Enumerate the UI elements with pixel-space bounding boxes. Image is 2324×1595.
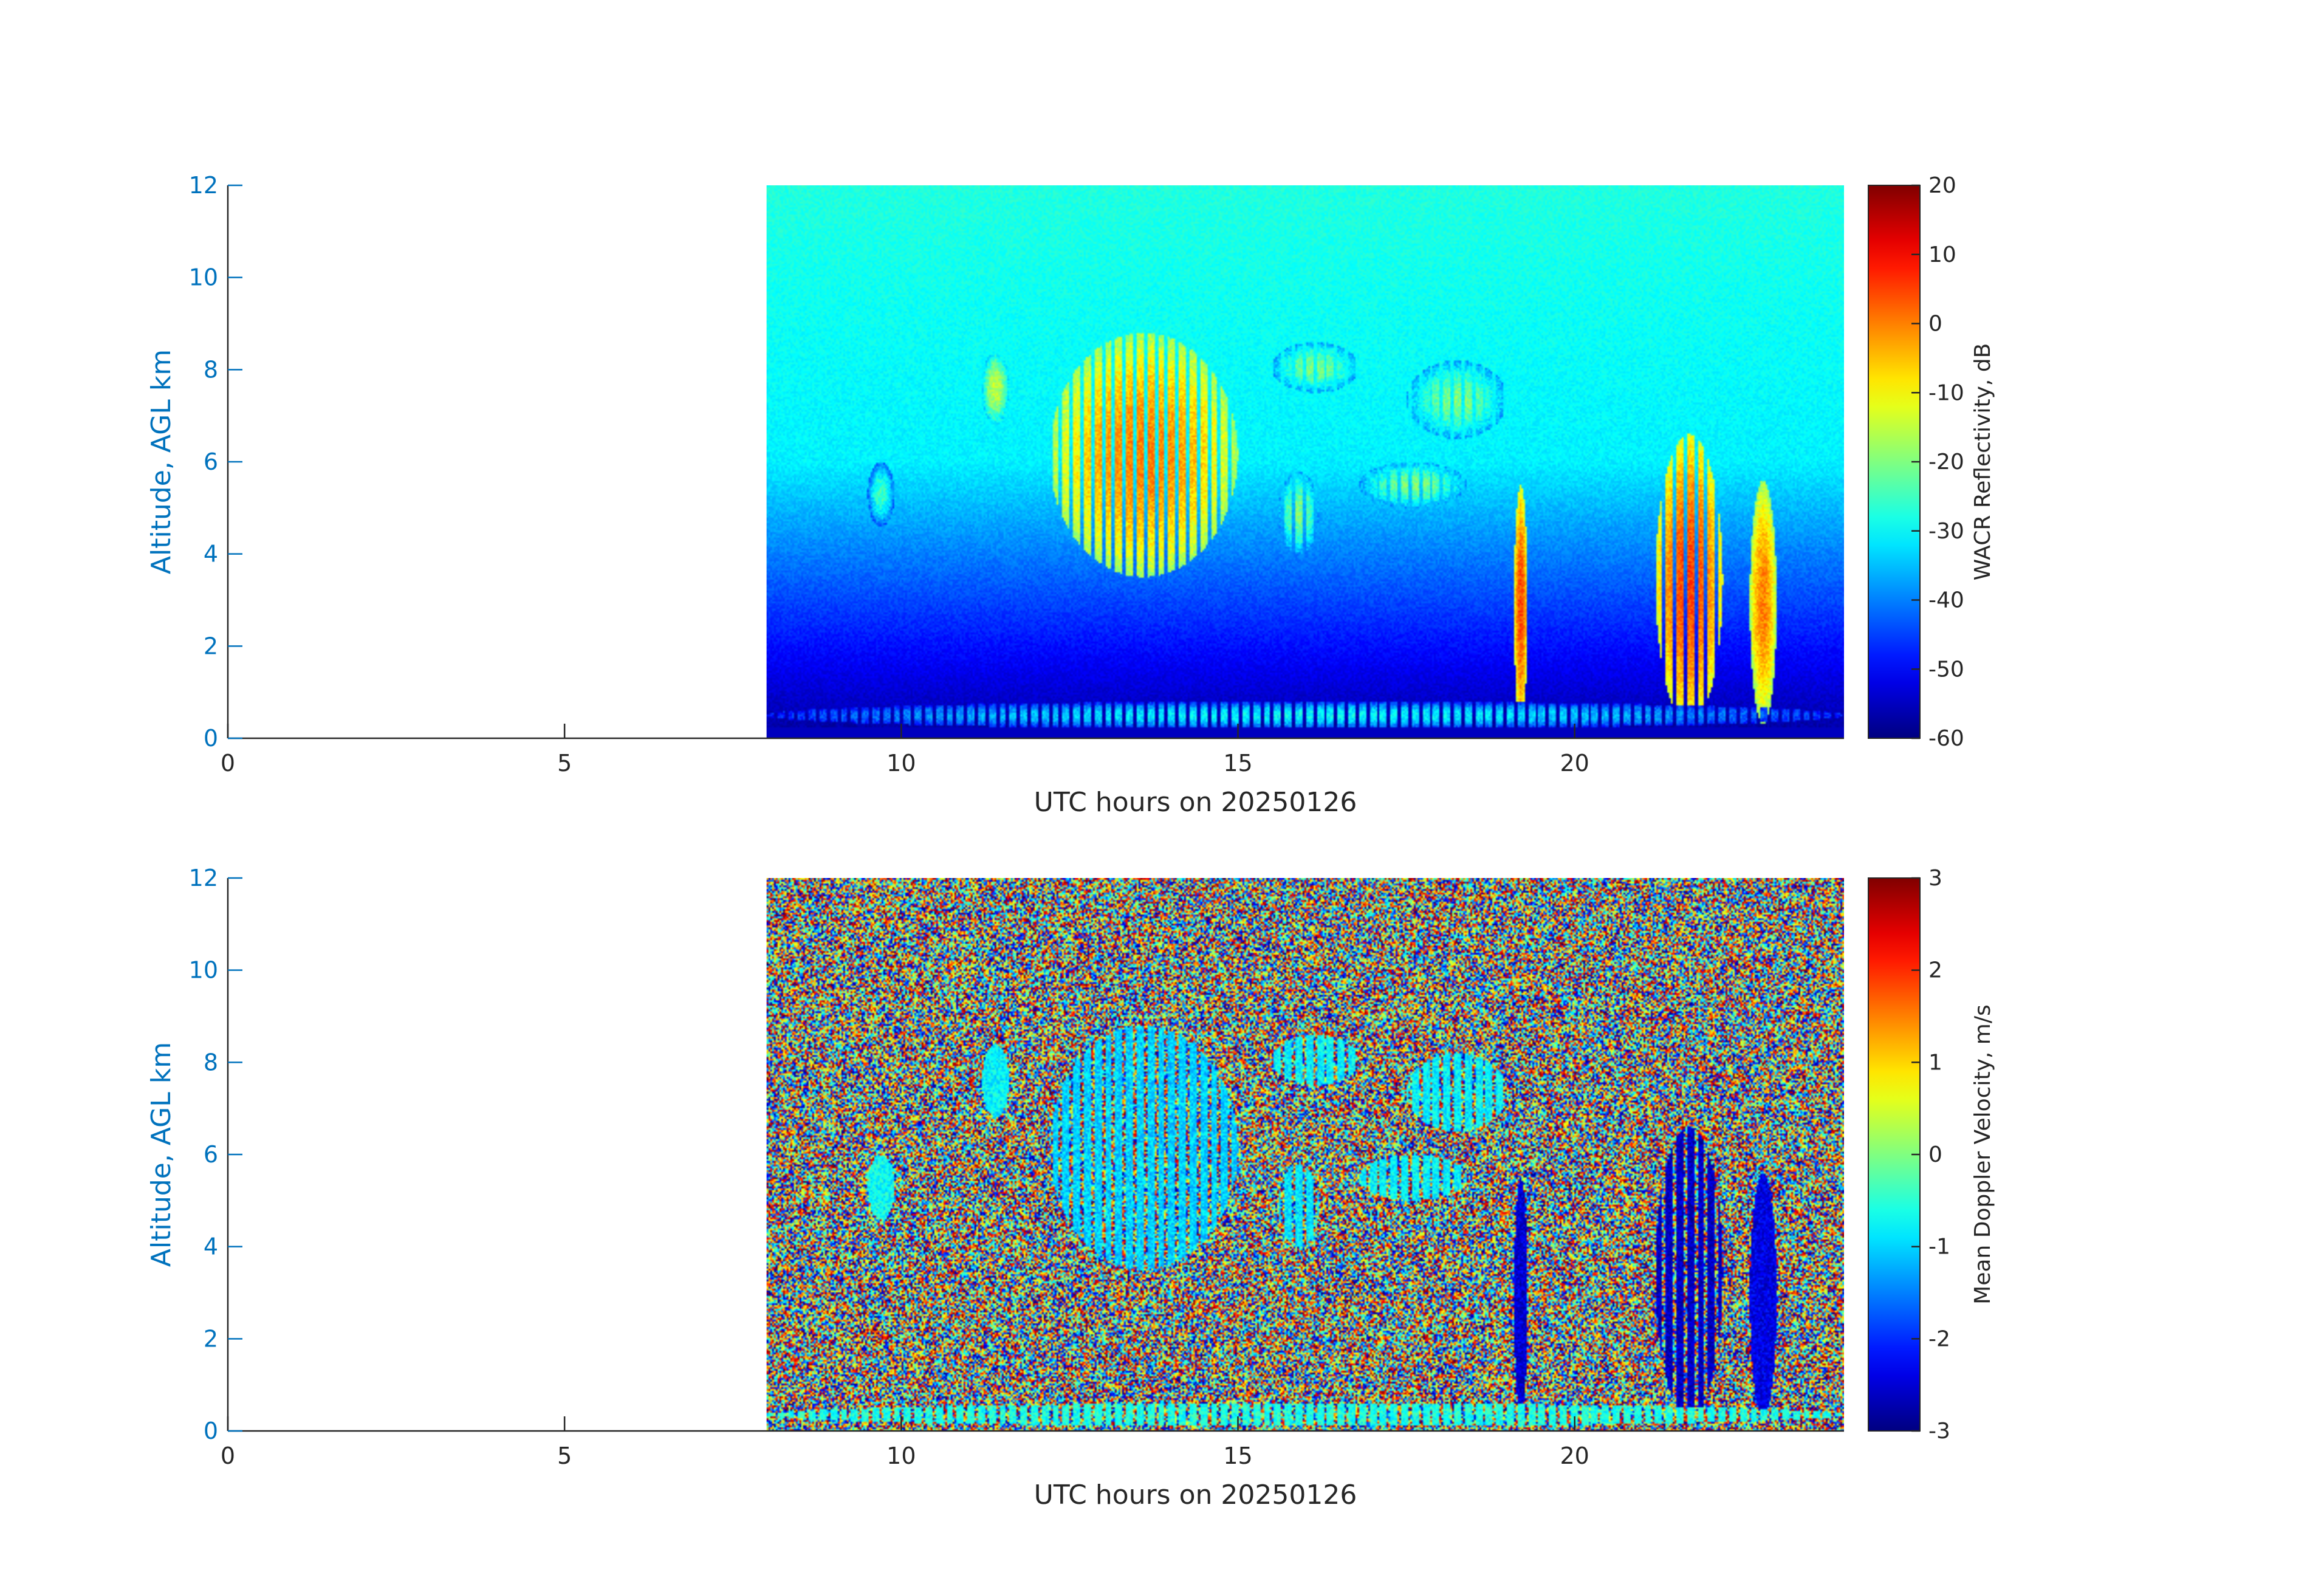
- colorbar-title: Mean Doppler Velocity, m/s: [1970, 1004, 1995, 1304]
- y-tick-label: 10: [189, 957, 218, 984]
- colorbar-tick-label: 3: [1928, 866, 1942, 891]
- heatmap-image: [766, 878, 1844, 1431]
- y-tick-label: 12: [189, 865, 218, 891]
- y-tick-label: 0: [204, 1418, 218, 1444]
- y-tick-label: 0: [204, 725, 218, 752]
- y-tick-label: 4: [204, 541, 218, 568]
- x-tick-label: 10: [886, 1442, 916, 1469]
- x-axis-title: UTC hours on 20250126: [1034, 1480, 1357, 1511]
- heatmap-image: [766, 185, 1844, 738]
- y-tick-label: 2: [204, 1325, 218, 1352]
- x-tick-label: 20: [1560, 1442, 1589, 1469]
- y-tick-label: 12: [189, 172, 218, 199]
- colorbar: 3 2 1 0 -1 -2 -3 Mean Doppler Velocity, m/s: [1868, 866, 1995, 1444]
- colorbar-tick-label: -2: [1928, 1326, 1950, 1351]
- colorbar-tick-label: -20: [1928, 450, 1964, 475]
- x-tick-label: 0: [221, 750, 235, 777]
- y-tick-label: 8: [204, 356, 218, 383]
- colorbar-title: WACR Reflectivity, dB: [1970, 343, 1995, 581]
- y-tick-label: 8: [204, 1049, 218, 1075]
- x-tick-label: 0: [221, 1442, 235, 1469]
- x-tick-label: 10: [886, 750, 916, 777]
- colorbar-tick-label: 20: [1928, 173, 1956, 198]
- y-axis-title: Altitude, AGL km: [146, 1042, 177, 1267]
- y-tick-label: 2: [204, 633, 218, 659]
- colorbar-tick-label: -60: [1928, 726, 1964, 751]
- y-tick-label: 6: [204, 448, 218, 475]
- x-tick-label: 20: [1560, 750, 1589, 777]
- x-tick-label: 5: [557, 750, 572, 777]
- colorbar-tick-label: 10: [1928, 242, 1956, 267]
- colorbar-tick-label: 0: [1928, 1142, 1942, 1167]
- y-tick-label: 10: [189, 264, 218, 291]
- y-tick-label: 6: [204, 1141, 218, 1168]
- colorbar: 20 10 0 -10 -20 -30 -40 -50 -60 WACR Reflectivity…: [1868, 173, 1995, 751]
- x-axis-title: UTC hours on 20250126: [1034, 787, 1357, 818]
- colorbar-tick-label: -1: [1928, 1235, 1950, 1260]
- colorbar-tick-label: -50: [1928, 657, 1964, 682]
- colorbar-tick-label: 2: [1928, 958, 1942, 983]
- colorbar-tick-label: 0: [1928, 312, 1942, 337]
- chart-panel-1: 0 5 10 15 20 0 2 4 6 8 10 12 UTC hours on 20250126 Al…: [146, 172, 1995, 818]
- colorbar-tick-label: -30: [1928, 519, 1964, 544]
- x-tick-label: 15: [1223, 1442, 1252, 1469]
- colorbar-tick-label: 1: [1928, 1050, 1942, 1075]
- colorbar-tick-label: -3: [1928, 1419, 1950, 1444]
- x-tick-label: 15: [1223, 750, 1252, 777]
- y-axis-title: Altitude, AGL km: [146, 349, 177, 574]
- colorbar-tick-label: -40: [1928, 588, 1964, 613]
- y-tick-label: 4: [204, 1233, 218, 1260]
- colorbar-tick-label: -10: [1928, 380, 1964, 405]
- x-tick-label: 5: [557, 1442, 572, 1469]
